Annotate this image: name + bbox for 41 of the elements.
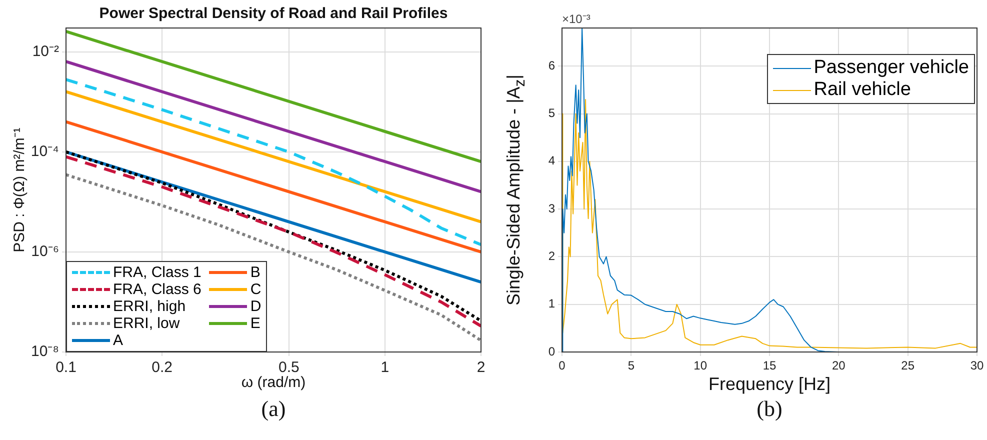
x-tick-label: 25 xyxy=(901,358,915,373)
text: (b) xyxy=(756,396,784,422)
x-tick-label: 15 xyxy=(762,358,776,373)
y-tick-label: 3 xyxy=(548,201,556,216)
x-tick-label: 1 xyxy=(380,359,390,376)
y-tick-label: 10⁻⁸ xyxy=(30,343,59,360)
x-axis-title: ω (rad/m) xyxy=(241,374,306,391)
legend-label: B xyxy=(250,264,260,281)
x-tick-label: 2 xyxy=(476,359,486,376)
legend-label: FRA, Class 1 xyxy=(113,264,202,281)
text: ×10⁻³ xyxy=(562,11,590,27)
y-tick-label: 2 xyxy=(548,249,556,264)
y-tick-label: 5 xyxy=(548,106,556,120)
legend-label: FRA, Class 6 xyxy=(113,281,202,298)
text: (a) xyxy=(260,396,287,422)
x-tick-label: 10 xyxy=(694,358,708,373)
x-tick-label: 0.5 xyxy=(278,359,300,376)
y-axis-title: PSD : Φ(Ω) m²/m⁻¹ xyxy=(10,128,28,252)
y-tick-label: 10⁻² xyxy=(32,43,59,60)
x-tick-label: 0 xyxy=(558,358,566,373)
x-tick-label: 0.1 xyxy=(56,359,76,376)
x-tick-label: 20 xyxy=(832,358,846,373)
legend-label: Passenger vehicle xyxy=(814,57,969,79)
legend-label: ERRI, low xyxy=(113,315,180,332)
y-tick-label: 6 xyxy=(548,58,556,72)
y-tick-label: 10⁻⁶ xyxy=(31,243,59,260)
legend-label: E xyxy=(250,315,260,332)
x-tick-label: 0.2 xyxy=(152,359,172,376)
y-tick-label: 4 xyxy=(548,154,556,168)
legend-label: A xyxy=(113,332,124,349)
legend-label: C xyxy=(250,281,262,298)
y-tick-label: 10⁻⁴ xyxy=(30,143,59,160)
x-axis-title: Frequency [Hz] xyxy=(707,374,832,395)
y-tick-label: 1 xyxy=(548,296,556,311)
x-tick-label: 30 xyxy=(970,358,984,373)
legend-label: D xyxy=(250,298,262,315)
x-tick-label: 5 xyxy=(628,358,635,373)
legend-label: Rail vehicle xyxy=(814,79,911,101)
chart-title: Power Spectral Density of Road and Rail Profiles xyxy=(98,5,449,22)
y-tick-label: 0 xyxy=(548,344,556,358)
legend-label: ERRI, high xyxy=(113,298,186,315)
